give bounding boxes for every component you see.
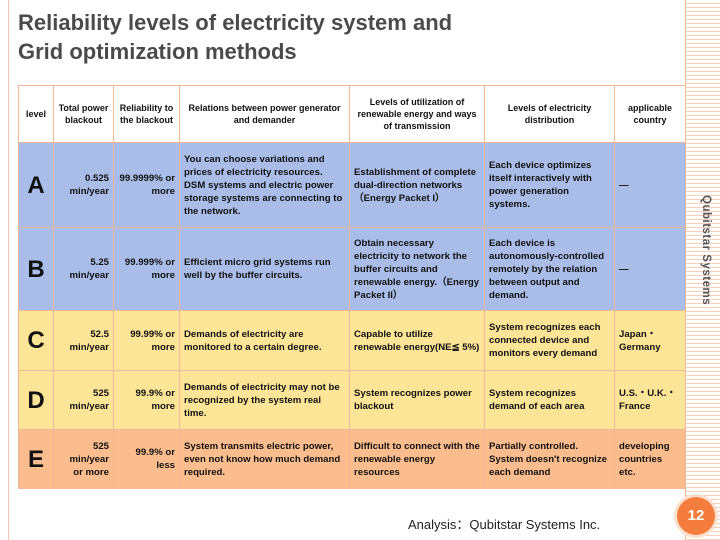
- distribution-cell: Each device optimizes itself interactive…: [484, 142, 615, 228]
- blackout-cell: 525 min/year or more: [53, 429, 114, 489]
- blackout-cell: 525 min/year: [53, 370, 114, 430]
- distribution-cell: Partially controlled. System doesn't rec…: [484, 429, 615, 489]
- country-cell: developing countries etc.: [614, 429, 686, 489]
- side-brand-label: Qubitstar Systems: [700, 195, 712, 306]
- title-line-2: Grid optimization methods: [18, 39, 297, 64]
- relations-cell: Demands of electricity are monitored to …: [179, 310, 350, 371]
- level-cell: C: [18, 310, 54, 371]
- reliability-table-wrapper: level Total power blackout Reliability t…: [18, 85, 686, 489]
- renewable-cell: Capable to utilize renewable energy(NE≦ …: [349, 310, 485, 371]
- blackout-cell: 0.525 min/year: [53, 142, 114, 228]
- renewable-cell: Establishment of complete dual-direction…: [349, 142, 485, 228]
- relations-cell: Demands of electricity may not be recogn…: [179, 370, 350, 430]
- country-cell: Japan・Germany: [614, 310, 686, 371]
- analysis-credit: Analysis：Qubitstar Systems Inc.: [408, 517, 601, 532]
- header-renewable: Levels of utilization of renewable energ…: [349, 85, 485, 143]
- renewable-cell: Obtain necessary electricity to network …: [349, 227, 485, 311]
- header-relations: Relations between power generator and de…: [179, 85, 350, 143]
- table-header-row: level Total power blackout Reliability t…: [18, 85, 686, 143]
- table-row-a: A 0.525 min/year 99.9999% or more You ca…: [18, 142, 686, 228]
- title-line-1: Reliability levels of electricity system…: [18, 10, 453, 35]
- reliability-cell: 99.9% or less: [113, 429, 180, 489]
- header-level: level: [18, 85, 54, 143]
- blackout-cell: 5.25 min/year: [53, 227, 114, 311]
- header-reliability: Reliability to the blackout: [113, 85, 180, 143]
- relations-cell: Efficient micro grid systems run well by…: [179, 227, 350, 311]
- reliability-table: level Total power blackout Reliability t…: [18, 85, 686, 489]
- slide-title: Reliability levels of electricity system…: [18, 8, 658, 66]
- distribution-cell: Each device is autonomously-controlled r…: [484, 227, 615, 311]
- header-country: applicable country: [614, 85, 686, 143]
- table-row-d: D 525 min/year 99.9% or more Demands of …: [18, 370, 686, 430]
- reliability-cell: 99.999% or more: [113, 227, 180, 311]
- level-cell: B: [18, 227, 54, 311]
- level-cell: E: [18, 429, 54, 489]
- header-distribution: Levels of electricity distribution: [484, 85, 615, 143]
- table-row-e: E 525 min/year or more 99.9% or less Sys…: [18, 429, 686, 489]
- page-number-badge: 12: [677, 497, 715, 535]
- country-cell: U.S.・U.K.・France: [614, 370, 686, 430]
- left-margin-rule: [8, 0, 9, 540]
- striped-side-border: [685, 0, 720, 540]
- header-blackout: Total power blackout: [53, 85, 114, 143]
- reliability-cell: 99.9% or more: [113, 370, 180, 430]
- country-cell: ―: [614, 227, 686, 311]
- renewable-cell: System recognizes power blackout: [349, 370, 485, 430]
- reliability-cell: 99.9999% or more: [113, 142, 180, 228]
- table-row-b: B 5.25 min/year 99.999% or more Efficien…: [18, 227, 686, 311]
- relations-cell: System transmits electric power, even no…: [179, 429, 350, 489]
- distribution-cell: System recognizes each connected device …: [484, 310, 615, 371]
- level-cell: A: [18, 142, 54, 228]
- distribution-cell: System recognizes demand of each area: [484, 370, 615, 430]
- country-cell: ―: [614, 142, 686, 228]
- reliability-cell: 99.99% or more: [113, 310, 180, 371]
- blackout-cell: 52.5 min/year: [53, 310, 114, 371]
- relations-cell: You can choose variations and prices of …: [179, 142, 350, 228]
- renewable-cell: Difficult to connect with the renewable …: [349, 429, 485, 489]
- table-row-c: C 52.5 min/year 99.99% or more Demands o…: [18, 310, 686, 371]
- level-cell: D: [18, 370, 54, 430]
